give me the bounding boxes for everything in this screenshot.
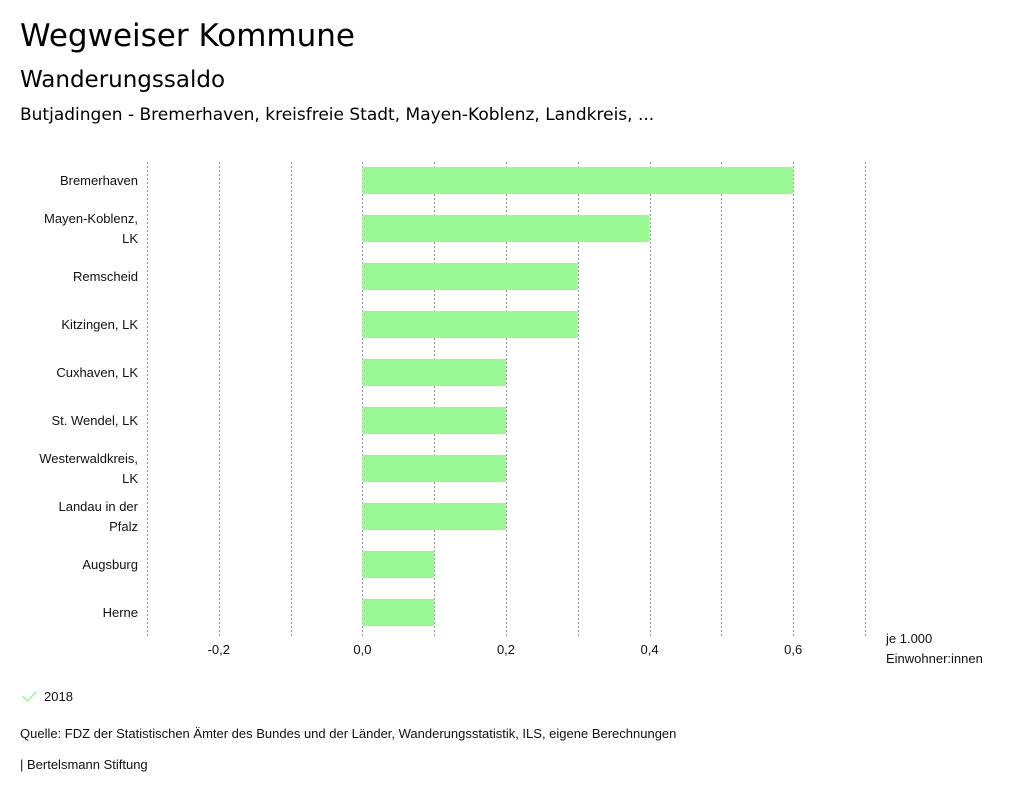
category-label-4: Cuxhaven, LK [56,365,138,380]
bar-6 [362,455,506,482]
category-label-7-line-0: Landau in der [58,499,138,514]
chart-subtitle: Wanderungssaldo [20,67,226,93]
category-label-7-line-1: Pfalz [109,519,138,534]
x-unit-label-line-0: je 1.000 [885,631,932,646]
x-unit-label-line-1: Einwohner:innen [886,651,983,666]
bar-1 [362,215,650,242]
chart-regions-subtitle: Butjadingen - Bremerhaven, kreisfreie St… [20,105,655,125]
legend-label-2018: 2018 [44,688,73,704]
x-tick-label-0: -0,2 [208,642,230,657]
source-note: Quelle: FDZ der Statistischen Ämter des … [20,726,677,741]
category-label-3: Kitzingen, LK [61,317,138,332]
x-tick-label-1: 0,0 [353,642,371,657]
bar-chart: Bremerhaven Mayen-Koblenz, LK Remscheid Kitz… [39,162,983,666]
chart-title: Wegweiser Kommune [20,18,355,54]
x-tick-label-2: 0,2 [497,642,515,657]
x-tick-label-3: 0,4 [641,642,659,657]
category-label-6-line-1: LK [122,471,138,486]
checkmark-icon [22,691,37,702]
bar-7 [362,503,506,530]
category-label-5: St. Wendel, LK [52,413,139,428]
category-label-0: Bremerhaven [60,173,138,188]
bar-0 [362,167,794,194]
bar-4 [362,359,506,386]
x-tick-label-4: 0,6 [784,642,802,657]
brand-note: | Bertelsmann Stiftung [20,757,148,772]
category-label-6-line-0: Westerwaldkreis, [39,451,138,466]
category-label-1-line-0: Mayen-Koblenz, [44,211,138,226]
bar-2 [362,263,578,290]
category-label-8: Augsburg [82,557,138,572]
bar-3 [362,311,578,338]
bar-9 [362,599,435,626]
bar-8 [362,551,435,578]
category-label-2: Remscheid [73,269,138,284]
category-label-9: Herne [103,605,138,620]
category-label-1-line-1: LK [122,231,138,246]
bar-5 [362,407,506,434]
legend[interactable]: 2018 [20,686,73,706]
